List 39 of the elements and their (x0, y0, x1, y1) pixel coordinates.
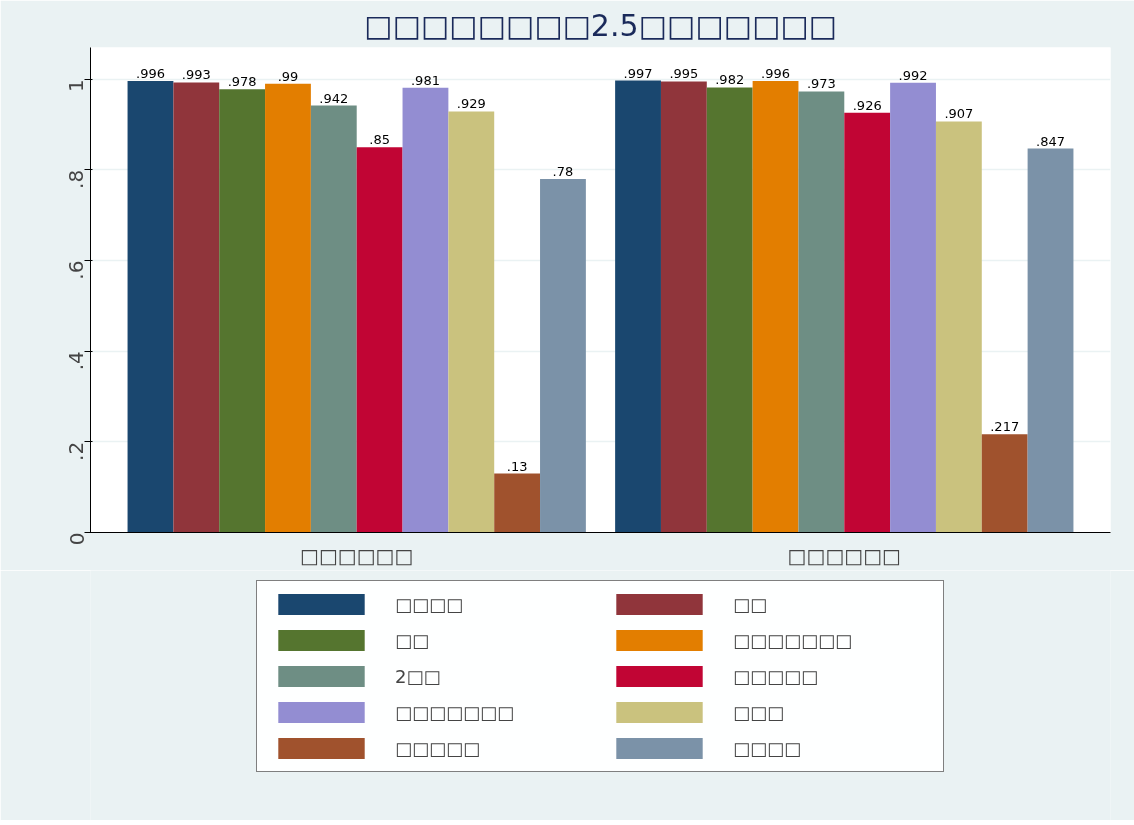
legend-label: □□□□ (395, 593, 465, 615)
data-label: .13 (506, 458, 528, 474)
data-label: .85 (369, 132, 390, 148)
data-label: .978 (227, 74, 257, 90)
x-tick-label: □□□□□□ (300, 543, 414, 568)
data-label: .926 (852, 97, 882, 113)
data-label: .907 (944, 106, 974, 122)
legend-label: □□□□□ (733, 665, 820, 687)
data-label: .992 (898, 67, 928, 83)
y-tick-label: .4 (64, 351, 89, 371)
data-label: .996 (136, 66, 165, 82)
y-tick-label: 1 (64, 79, 89, 92)
chart-title: □□□□□□□□2.5□□□□□□□ (364, 7, 837, 43)
data-label: .217 (990, 419, 1020, 435)
legend-label: 2□□ (395, 665, 442, 687)
legend-label: □□ (395, 629, 430, 651)
y-tick-label: .6 (64, 260, 89, 280)
data-label: .99 (277, 68, 299, 84)
data-label: .78 (552, 163, 574, 179)
data-label: .995 (669, 66, 699, 82)
x-tick-label: □□□□□□ (787, 543, 901, 568)
data-label: .942 (319, 90, 349, 106)
y-tick-label: .8 (64, 169, 89, 189)
data-label: .993 (181, 67, 211, 83)
data-label: .847 (1036, 133, 1066, 149)
legend-label: □□□□□□□ (733, 629, 854, 651)
legend-label: □□□□□□□ (395, 701, 516, 723)
data-label: .997 (623, 65, 653, 81)
data-label: .981 (410, 72, 440, 88)
legend-label: □□ (733, 593, 768, 615)
legend-label: □□□ (733, 701, 786, 723)
data-label: .982 (715, 72, 745, 88)
data-label: .973 (806, 76, 836, 92)
data-label: .929 (456, 96, 486, 112)
y-tick-label: 0 (64, 532, 89, 546)
legend-label: □□□□ (733, 737, 803, 759)
data-label: .996 (761, 66, 791, 82)
legend-label: □□□□□ (395, 737, 482, 759)
y-tick-label: .2 (64, 441, 89, 461)
